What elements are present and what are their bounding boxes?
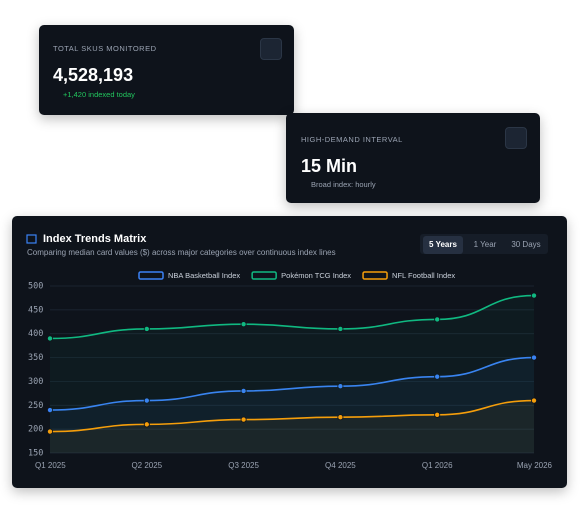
- data-point: [531, 397, 538, 404]
- chart-card: 5 Years 1 Year 30 Days Index Trends Matr…: [12, 216, 567, 488]
- card-value: 15 Min: [301, 156, 358, 176]
- chart-icon: [26, 234, 37, 244]
- data-point: [143, 421, 150, 428]
- data-point: [337, 383, 344, 390]
- card: TOTAL SKUS MONITORED 4,528,193 +1,420 in…: [39, 25, 294, 115]
- data-point: [47, 335, 54, 342]
- range-button[interactable]: 1 Year: [473, 240, 497, 249]
- range-button[interactable]: 30 Days: [511, 240, 541, 249]
- series-area: [50, 400, 534, 453]
- y-tick-label: 350: [28, 353, 43, 363]
- data-point: [434, 316, 441, 323]
- card-label: TOTAL SKUS MONITORED: [53, 44, 157, 53]
- legend-label: Pokémon TCG Index: [281, 271, 351, 280]
- data-point: [143, 397, 150, 404]
- y-tick-label: 400: [28, 329, 43, 339]
- data-point: [47, 428, 54, 435]
- data-point: [240, 387, 247, 394]
- legend-label: NFL Football Index: [392, 271, 455, 280]
- legend-swatch: [362, 271, 388, 280]
- x-tick-label: Q3 2025: [228, 461, 259, 470]
- data-point: [240, 321, 247, 328]
- icon: [505, 127, 527, 149]
- data-point: [240, 416, 247, 423]
- range-button[interactable]: 5 Years: [423, 236, 463, 254]
- data-point: [337, 414, 344, 421]
- series-line: [49, 356, 535, 411]
- data-point: [531, 292, 538, 299]
- legend-swatch: [251, 271, 277, 280]
- legend-label: NBA Basketball Index: [168, 271, 240, 280]
- data-point: [531, 354, 538, 361]
- data-point: [47, 407, 54, 414]
- y-tick-label: 450: [28, 305, 43, 315]
- y-tick-label: 300: [28, 377, 43, 387]
- chart: Index Trends Matrix Comparing median car…: [26, 233, 553, 470]
- data-point: [337, 325, 344, 332]
- x-tick-label: Q2 2025: [131, 461, 162, 470]
- x-tick-label: Q1 2026: [422, 461, 453, 470]
- y-tick-label: 200: [28, 425, 43, 435]
- y-tick-label: 500: [28, 282, 43, 292]
- chart-title: Index Trends Matrix: [43, 233, 147, 245]
- y-tick-label: 150: [28, 449, 43, 459]
- series-line: [49, 294, 535, 340]
- x-tick-label: Q1 2025: [35, 461, 66, 470]
- y-tick-label: 250: [28, 401, 43, 411]
- x-tick-label: May 2026: [517, 461, 553, 470]
- data-point: [434, 411, 441, 418]
- data-point: [434, 373, 441, 380]
- card-value: 4,528,193: [53, 65, 134, 85]
- card-note: +1,420 indexed today: [63, 90, 135, 99]
- legend-swatch: [138, 271, 164, 280]
- data-point: [143, 325, 150, 332]
- series-area: [50, 295, 534, 453]
- card: HIGH-DEMAND INTERVAL 15 Min Broad index:…: [286, 113, 540, 203]
- series-area: [50, 357, 534, 453]
- x-tick-label: Q4 2025: [325, 461, 356, 470]
- series-line: [49, 399, 535, 433]
- card-label: HIGH-DEMAND INTERVAL: [301, 135, 403, 144]
- icon: [260, 38, 282, 60]
- chart-subtitle: Comparing median card values ($) across …: [27, 248, 336, 257]
- card-note: Broad index: hourly: [311, 180, 376, 189]
